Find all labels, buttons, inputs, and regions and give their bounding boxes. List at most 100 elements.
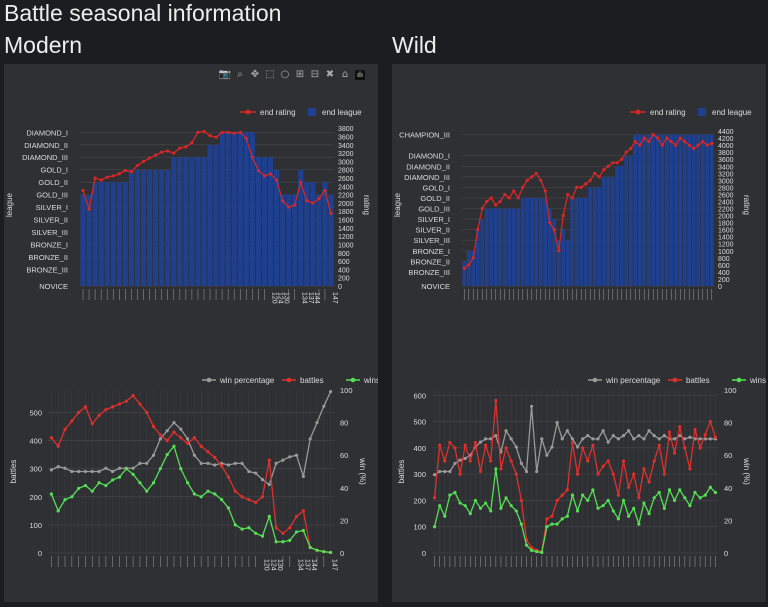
battles-point	[529, 546, 534, 550]
zoom-in-icon[interactable]: ⊞	[295, 69, 305, 80]
league-bar	[583, 197, 588, 286]
win_percentage-point	[463, 456, 467, 461]
legend-marker-wins	[350, 377, 356, 383]
league-bar	[606, 176, 611, 286]
wins-point	[672, 498, 677, 503]
battles-point	[97, 413, 101, 417]
rating-point	[701, 140, 705, 144]
rating-point	[256, 168, 261, 173]
battles-point	[104, 408, 108, 412]
wins-point	[555, 522, 559, 526]
rating-point	[293, 203, 297, 207]
league-bar	[507, 208, 512, 286]
pan-icon[interactable]: ✥	[250, 69, 260, 80]
camera-icon[interactable]: 📷	[218, 69, 232, 80]
rating-tick-label: 4400	[718, 129, 734, 136]
winpct-tick-label: 100	[724, 386, 737, 395]
lasso-icon[interactable]: ○	[280, 69, 290, 80]
battles-point	[693, 427, 697, 432]
rating-tick-label: 1400	[338, 226, 354, 233]
battles-point	[274, 526, 278, 530]
battles-point	[565, 488, 569, 492]
plotly-logo-icon[interactable]: ılı	[355, 70, 365, 80]
rating-point	[561, 213, 565, 218]
rating-tick-label: 200	[718, 277, 730, 284]
rating-point	[99, 178, 103, 182]
win_percentage-point	[288, 455, 292, 459]
modern-battles-chart[interactable]: win percentagebattleswins010020030040050…	[4, 370, 378, 600]
league-bar	[189, 157, 195, 286]
wins-point	[463, 504, 467, 508]
wild-battles-chart[interactable]: win percentage battles wins010020030040050…	[392, 370, 766, 600]
battles-point	[504, 446, 508, 450]
wins-point	[586, 498, 590, 503]
wins-point	[637, 522, 641, 526]
battles-tick-label: 200	[413, 496, 426, 505]
battles-tick-label: 400	[413, 444, 426, 453]
wins-point	[514, 509, 518, 513]
zoom-icon[interactable]: ⌕	[237, 69, 243, 80]
league-tick-label: GOLD_I	[422, 183, 450, 192]
rating-point	[305, 199, 309, 203]
rating-tick-label: 0	[338, 284, 342, 291]
rating-point	[202, 129, 206, 134]
battles-tick-label: 100	[413, 523, 426, 532]
battles-point	[560, 493, 564, 497]
winpct-tick-label: 20	[340, 516, 348, 525]
wins-point	[667, 488, 672, 492]
league-bar	[249, 132, 255, 286]
zoom-out-icon[interactable]: ⊟	[310, 69, 320, 80]
win_percentage-point	[185, 437, 190, 441]
box-select-icon[interactable]: ⬚	[265, 69, 275, 80]
battles-point	[494, 398, 498, 403]
battles-point	[478, 469, 483, 474]
league-bar	[219, 132, 225, 286]
rating-point	[111, 174, 115, 178]
y-axis-title: league	[393, 192, 402, 217]
wins-point	[693, 490, 697, 495]
rating-tick-label: 2800	[338, 168, 354, 175]
wins-point	[524, 543, 529, 547]
battles-point	[438, 443, 442, 447]
winpct-tick-label: 40	[724, 484, 732, 493]
rating-point	[467, 263, 471, 267]
rating-point	[196, 130, 200, 134]
league-tick-label: DIAMOND_II	[406, 162, 450, 171]
rating-tick-label: 1000	[338, 242, 354, 249]
rating-point	[153, 153, 158, 157]
win_percentage-point	[294, 453, 299, 457]
wins-point	[453, 490, 457, 495]
league-bar	[597, 187, 602, 286]
league-bar	[588, 187, 593, 286]
win_percentage-point	[616, 437, 621, 441]
battles-point	[621, 459, 626, 463]
rating-point	[323, 188, 327, 193]
battles-point	[117, 402, 122, 406]
rating-point	[548, 221, 552, 225]
battles-point	[56, 444, 60, 448]
legend-marker-rating	[635, 109, 641, 115]
rating-point	[624, 150, 628, 154]
rating-point	[651, 132, 655, 137]
modern-league-chart[interactable]: end rating end league NOVICE BRONZE_III BRON…	[4, 86, 378, 326]
reset-axes-icon[interactable]: ⌂	[341, 69, 349, 80]
rating-tick-label: 2200	[338, 193, 354, 200]
rating-point	[597, 175, 601, 179]
plot-toolbar: 📷 ⌕ ✥ ⬚ ○ ⊞ ⊟ ✖ ⌂ ılı	[218, 68, 365, 82]
wins-point	[131, 472, 135, 476]
league-tick-label: GOLD_I	[40, 166, 68, 175]
league-tick-label: DIAMOND_III	[22, 153, 68, 162]
rating-point	[329, 211, 333, 215]
autoscale-icon[interactable]: ✖	[325, 69, 335, 80]
rating-point	[232, 131, 236, 135]
battles-point	[199, 444, 203, 448]
wild-league-chart[interactable]: end rating end league NOVICE BRONZE_III BRON…	[392, 86, 766, 326]
wins-point	[267, 514, 271, 519]
league-bar	[619, 166, 624, 286]
win_percentage-point	[683, 437, 687, 441]
wins-point	[158, 467, 162, 471]
wins-point	[151, 481, 156, 485]
wins-point	[63, 498, 67, 502]
league-bar	[116, 182, 122, 286]
x-tick-label: 137	[303, 559, 310, 571]
